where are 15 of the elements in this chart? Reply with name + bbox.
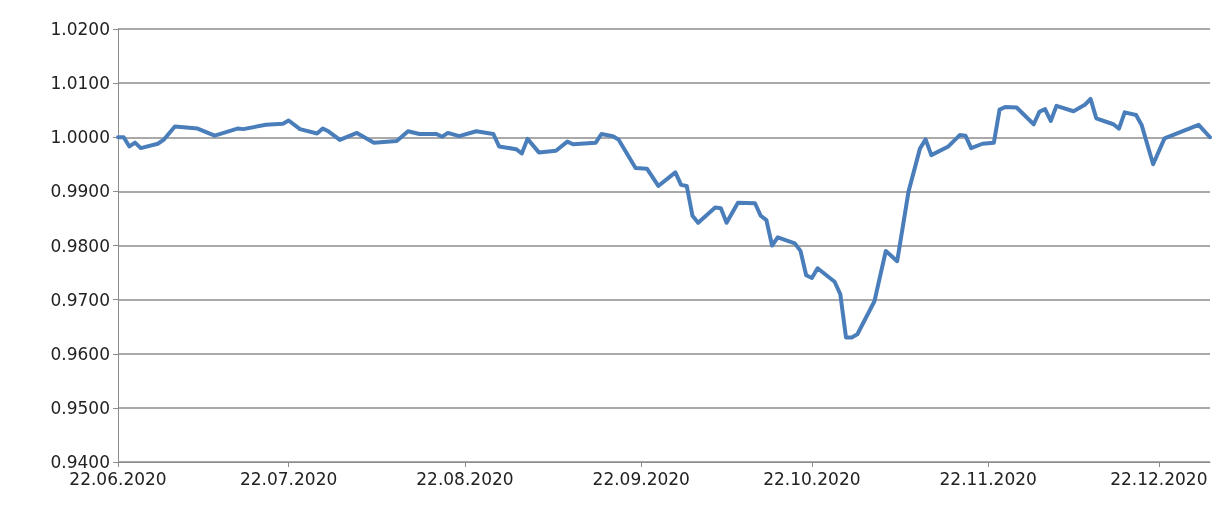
- y-tick-label: 0.9500: [50, 397, 110, 418]
- y-tick-label: 1.0200: [50, 19, 110, 39]
- x-tick-label: 22.07.2020: [239, 468, 338, 489]
- x-tick-label: 22.08.2020: [416, 468, 514, 489]
- y-tick-label: 0.9700: [50, 289, 110, 310]
- x-tick-label: 22.09.2020: [592, 468, 690, 489]
- x-tick-label: 22.10.2020: [763, 468, 861, 489]
- y-tick-label: 0.9900: [50, 181, 110, 202]
- y-tick-label: 0.9600: [50, 343, 110, 364]
- line-series: [116, 96, 1212, 340]
- y-tick-label: 0.9800: [50, 235, 110, 256]
- x-tick-label: 22.11.2020: [939, 468, 1037, 489]
- y-tick-label: 1.0000: [50, 127, 110, 148]
- y-tick-label: 1.0100: [50, 73, 110, 94]
- x-tick-label: 22.12.2020: [1110, 468, 1208, 489]
